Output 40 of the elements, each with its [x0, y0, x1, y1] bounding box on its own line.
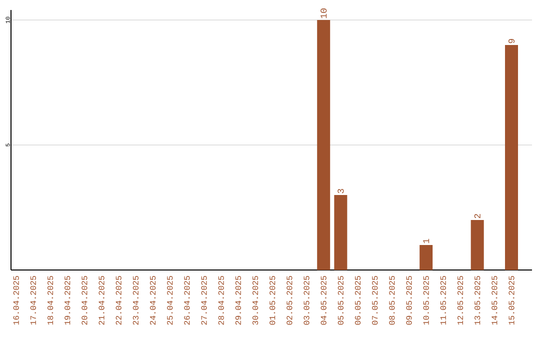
x-tick-label: 04.05.2025: [320, 276, 326, 325]
x-tick-label: 02.05.2025: [286, 276, 292, 325]
x-tick-label: 26.04.2025: [184, 276, 190, 325]
data-label: 2: [474, 214, 480, 218]
x-tick-label: 18.04.2025: [47, 276, 54, 325]
x-tick-label: 27.04.2025: [201, 276, 207, 325]
x-tick-label: 01.05.2025: [270, 276, 276, 325]
x-tick-label: 08.05.2025: [389, 276, 395, 325]
x-tick-label: 12.05.2025: [457, 276, 464, 325]
x-tick-label: 25.04.2025: [167, 276, 173, 325]
bar: [334, 195, 348, 270]
x-tick-label: 23.04.2025: [132, 276, 139, 325]
x-tick-label: 20.04.2025: [82, 276, 88, 325]
x-tick-label: 30.04.2025: [252, 276, 258, 325]
x-tick-label: 06.05.2025: [354, 276, 361, 325]
x-tick-label: 29.04.2025: [235, 276, 242, 325]
x-tick-label: 13.05.2025: [474, 276, 480, 325]
bar: [470, 220, 484, 270]
x-tick-label: 15.05.2025: [508, 276, 514, 325]
data-label: 3: [338, 188, 344, 194]
x-tick-label: 17.04.2025: [30, 276, 36, 325]
data-label: 10: [320, 8, 327, 18]
x-tick-label: 16.04.2025: [13, 276, 19, 325]
bar: [505, 44, 518, 270]
bar: [420, 245, 433, 270]
x-tick-label: 05.05.2025: [338, 276, 344, 325]
data-label: 1: [423, 238, 430, 244]
bar: [317, 20, 330, 270]
x-tick-label: 24.04.2025: [150, 276, 156, 325]
x-tick-label: 11.05.2025: [440, 276, 446, 325]
x-tick-label: 22.04.2025: [116, 276, 122, 325]
data-label: 9: [508, 39, 515, 44]
x-tick-label: 09.05.2025: [406, 276, 412, 325]
x-tick-label: 19.04.2025: [64, 276, 70, 325]
x-tick-label: 14.05.2025: [492, 276, 498, 325]
x-tick-label: 10.05.2025: [423, 276, 429, 325]
x-tick-label: 07.05.2025: [372, 276, 378, 325]
x-tick-label: 28.04.2025: [218, 276, 224, 325]
x-tick-label: 21.04.2025: [98, 276, 104, 325]
x-tick-label: 03.05.2025: [304, 276, 310, 325]
